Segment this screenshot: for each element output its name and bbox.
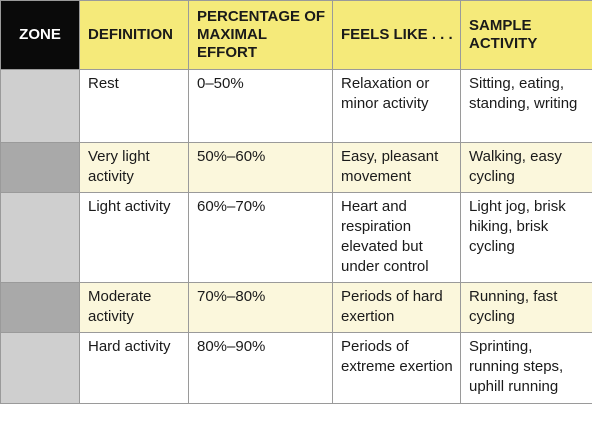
feels-like-cell: Periods of extreme exertion — [332, 332, 461, 404]
activity-zones-table: ZONE DEFINITION PERCENTAGE OF MAXIMAL EF… — [0, 0, 592, 404]
definition-cell: Moderate activity — [79, 282, 189, 333]
definition-cell: Very light activity — [79, 142, 189, 193]
sample-activity-cell: Walking, easy cycling — [460, 142, 592, 193]
header-feels-like: FEELS LIKE . . . — [332, 0, 461, 70]
feels-like-cell: Periods of hard exertion — [332, 282, 461, 333]
percentage-cell: 60%–70% — [188, 192, 333, 283]
feels-like-cell: Relaxation or minor activity — [332, 69, 461, 143]
header-zone: ZONE — [0, 0, 80, 70]
header-row: ZONE DEFINITION PERCENTAGE OF MAXIMAL EF… — [0, 0, 592, 70]
percentage-cell: 80%–90% — [188, 332, 333, 404]
table-row: Rest 0–50% Relaxation or minor activity … — [0, 69, 592, 143]
sample-activity-cell: Light jog, brisk hiking, brisk cycling — [460, 192, 592, 283]
percentage-cell: 70%–80% — [188, 282, 333, 333]
percentage-cell: 0–50% — [188, 69, 333, 143]
zone-swatch — [0, 332, 80, 404]
definition-cell: Rest — [79, 69, 189, 143]
feels-like-cell: Easy, pleasant movement — [332, 142, 461, 193]
sample-activity-cell: Sprinting, running steps, uphill running — [460, 332, 592, 404]
header-sample-activity: SAMPLE ACTIVITY — [460, 0, 592, 70]
percentage-cell: 50%–60% — [188, 142, 333, 193]
header-definition: DEFINITION — [79, 0, 189, 70]
sample-activity-cell: Running, fast cycling — [460, 282, 592, 333]
definition-cell: Hard activity — [79, 332, 189, 404]
zone-swatch — [0, 282, 80, 333]
table-row: Hard activity 80%–90% Periods of extreme… — [0, 332, 592, 404]
table-row: Light activity 60%–70% Heart and respira… — [0, 192, 592, 283]
feels-like-cell: Heart and respiration elevated but under… — [332, 192, 461, 283]
zone-swatch — [0, 69, 80, 143]
zone-swatch — [0, 192, 80, 283]
table-row: Very light activity 50%–60% Easy, pleasa… — [0, 142, 592, 193]
table-row: Moderate activity 70%–80% Periods of har… — [0, 282, 592, 333]
sample-activity-cell: Sitting, eating, standing, writing — [460, 69, 592, 143]
header-percentage: PERCENTAGE OF MAXIMAL EFFORT — [188, 0, 333, 70]
zone-swatch — [0, 142, 80, 193]
definition-cell: Light activity — [79, 192, 189, 283]
